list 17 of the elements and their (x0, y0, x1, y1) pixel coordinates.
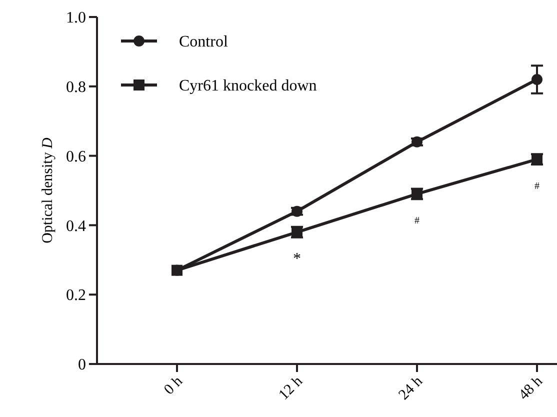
legend-label: Cyr61 knocked down (179, 78, 317, 95)
annotation: # (534, 180, 540, 192)
y-tick-label: 1.0 (66, 10, 86, 27)
x-tick-label: 24 h (396, 373, 426, 404)
y-tick-label: 0.4 (66, 218, 86, 235)
x-tick-label: 0 h (161, 373, 186, 398)
y-tick-label: 0.2 (66, 287, 86, 304)
point (532, 74, 542, 85)
annotation: * (293, 250, 301, 268)
y-tick-label: 0.8 (66, 79, 86, 96)
y-tick-label: 0 (78, 356, 86, 374)
y-tick-label: 0.6 (66, 148, 86, 166)
y-axis-title: Optical density D (40, 137, 56, 244)
legend-label: Control (179, 34, 228, 51)
x-tick-label: 12 h (276, 373, 306, 404)
x-tick-label: 48 h (516, 373, 546, 404)
annotation: # (414, 215, 420, 226)
